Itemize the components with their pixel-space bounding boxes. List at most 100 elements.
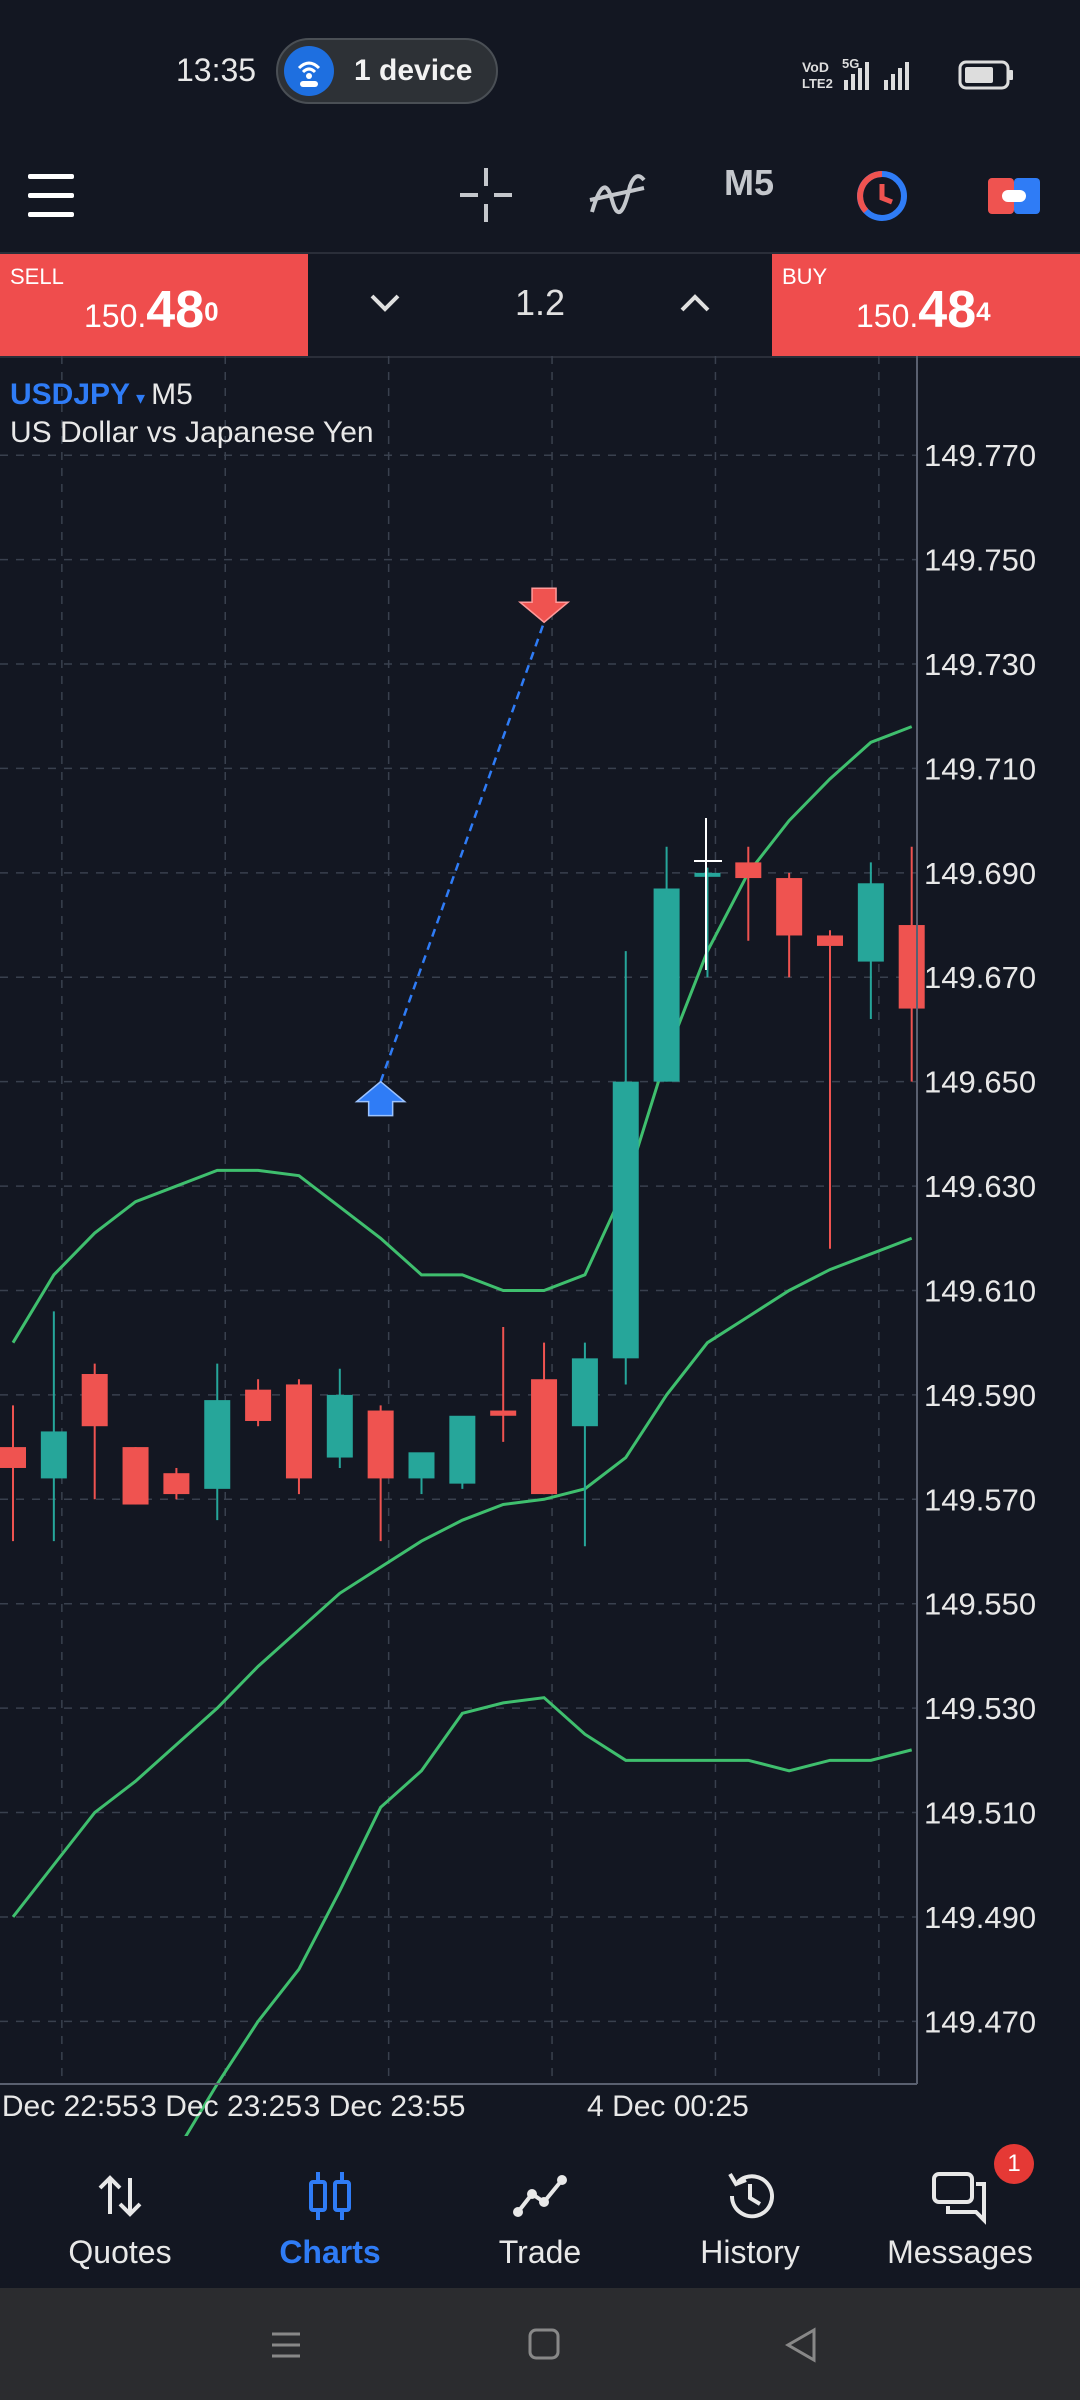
sell-price: 150.480 [84, 281, 219, 339]
candle [776, 872, 803, 978]
y-tick-label: 149.550 [924, 1587, 1036, 1622]
svg-text:5G: 5G [842, 56, 859, 71]
nav-messages-label: Messages [887, 2234, 1033, 2270]
candle [204, 1363, 231, 1521]
candle-body [0, 1447, 26, 1468]
nav-history[interactable]: History [642, 2136, 858, 2288]
candle-body [531, 1379, 558, 1495]
candle [531, 1342, 558, 1495]
symbol-header[interactable]: USDJPY ▾ M5 [10, 378, 193, 412]
back-icon[interactable] [772, 2320, 832, 2370]
nav-history-label: History [700, 2234, 800, 2270]
hotspot-icon [284, 46, 334, 96]
candle-body [490, 1410, 517, 1416]
band-lower [184, 1696, 913, 2136]
y-tick-label: 149.670 [924, 960, 1036, 995]
sell-label: SELL [10, 264, 64, 289]
battery-icon [958, 60, 1013, 90]
candle [694, 867, 721, 978]
volte-icon: VoD LTE2 [802, 59, 833, 91]
sell-arrow [517, 587, 571, 624]
candle-body [204, 1400, 231, 1489]
candle-body [285, 1384, 312, 1479]
candle-body [326, 1394, 353, 1458]
y-tick-label: 149.530 [924, 1691, 1036, 1726]
menu-icon[interactable] [22, 140, 82, 252]
candle-body [612, 1081, 639, 1359]
recents-icon[interactable] [256, 2320, 316, 2370]
nav-quotes[interactable]: Quotes [12, 2136, 228, 2288]
y-tick-label: 149.470 [924, 2004, 1036, 2039]
x-tick-label: 3 Dec 23:55 [304, 2090, 466, 2123]
x-tick-label: 4 Dec 00:25 [587, 2090, 749, 2123]
symbol-timeframe: M5 [151, 378, 193, 411]
lot-size-value[interactable]: 1.2 [514, 282, 566, 323]
history-clock-icon[interactable] [852, 140, 912, 252]
candle [490, 1327, 517, 1442]
account-icon[interactable] [984, 140, 1048, 252]
trade-link-line [379, 621, 546, 1083]
y-tick-label: 149.650 [924, 1065, 1036, 1100]
x-tick-label: 3 Dec 23:25 [140, 2090, 302, 2123]
candle-body [40, 1431, 67, 1479]
candle [81, 1363, 108, 1500]
candle-body [408, 1452, 435, 1479]
candle-body [571, 1358, 598, 1427]
price-chart[interactable]: 149.770 149.750 149.730 149.710 149.690 149.6… [0, 356, 1080, 2136]
nav-charts-label: Charts [279, 2234, 381, 2270]
y-tick-label: 149.490 [924, 1900, 1036, 1935]
candle [857, 862, 884, 1020]
svg-text:LTE2: LTE2 [802, 76, 833, 91]
x-tick-label: 3 Dec 22:55 [0, 2090, 139, 2123]
candle [817, 930, 843, 1249]
symbol-name[interactable]: USDJPY [10, 378, 131, 411]
status-bar: 13:35 1 device VoD LTE2 5G [0, 0, 1080, 140]
crosshair-icon[interactable] [456, 140, 516, 252]
crosshair-cursor [694, 818, 722, 970]
candle [653, 846, 680, 1082]
candle [571, 1342, 598, 1547]
candle [326, 1368, 353, 1468]
clock: 13:35 [176, 52, 257, 88]
system-navigation-bar [0, 2288, 1080, 2400]
lot-increase-chevron-icon[interactable] [670, 278, 720, 328]
candle [245, 1379, 272, 1427]
system-status-icons: VoD LTE2 5G [802, 56, 1013, 91]
home-icon[interactable] [514, 2320, 574, 2370]
one-click-trade-panel: SELL 150.480 1.2 BUY 150.484 [0, 252, 1080, 358]
nav-quotes-label: Quotes [68, 2234, 172, 2270]
buy-label: BUY [782, 264, 828, 289]
symbol-dropdown-icon[interactable]: ▾ [136, 388, 146, 408]
y-tick-label: 149.630 [924, 1169, 1036, 1204]
band-upper [11, 725, 913, 1344]
candle-body [449, 1415, 476, 1484]
timeframe-selector[interactable]: M5 [724, 162, 775, 203]
candle [612, 951, 639, 1385]
candle-body [857, 883, 884, 962]
y-tick-label: 149.710 [924, 751, 1036, 786]
y-tick-label: 149.570 [924, 1482, 1036, 1517]
hotspot-label: 1 device [354, 54, 473, 87]
lot-decrease-chevron-icon[interactable] [360, 278, 410, 328]
buy-button[interactable]: BUY 150.484 [772, 254, 1080, 356]
candle-body [817, 935, 843, 946]
nav-messages[interactable]: 1 Messages [852, 2136, 1068, 2288]
messages-icon [932, 2172, 986, 2225]
sell-button[interactable]: SELL 150.480 [0, 254, 308, 356]
candle-body [81, 1374, 108, 1427]
trade-icon [513, 2175, 567, 2217]
y-tick-label: 149.690 [924, 856, 1036, 891]
candle [285, 1379, 312, 1495]
y-tick-label: 149.590 [924, 1378, 1036, 1413]
nav-trade[interactable]: Trade [432, 2136, 648, 2288]
nav-charts[interactable]: Charts [222, 2136, 438, 2288]
hotspot-pill[interactable]: 1 device [276, 38, 498, 104]
indicators-icon[interactable] [586, 140, 650, 252]
y-tick-label: 149.730 [924, 647, 1036, 682]
symbol-description: US Dollar vs Japanese Yen [10, 416, 374, 449]
svg-text:VoD: VoD [802, 59, 829, 75]
candle [449, 1415, 476, 1489]
candle-body [735, 862, 762, 879]
bottom-navigation: Quotes Charts Trade History 1 Me [0, 2136, 1080, 2288]
candle-body [653, 888, 680, 1082]
